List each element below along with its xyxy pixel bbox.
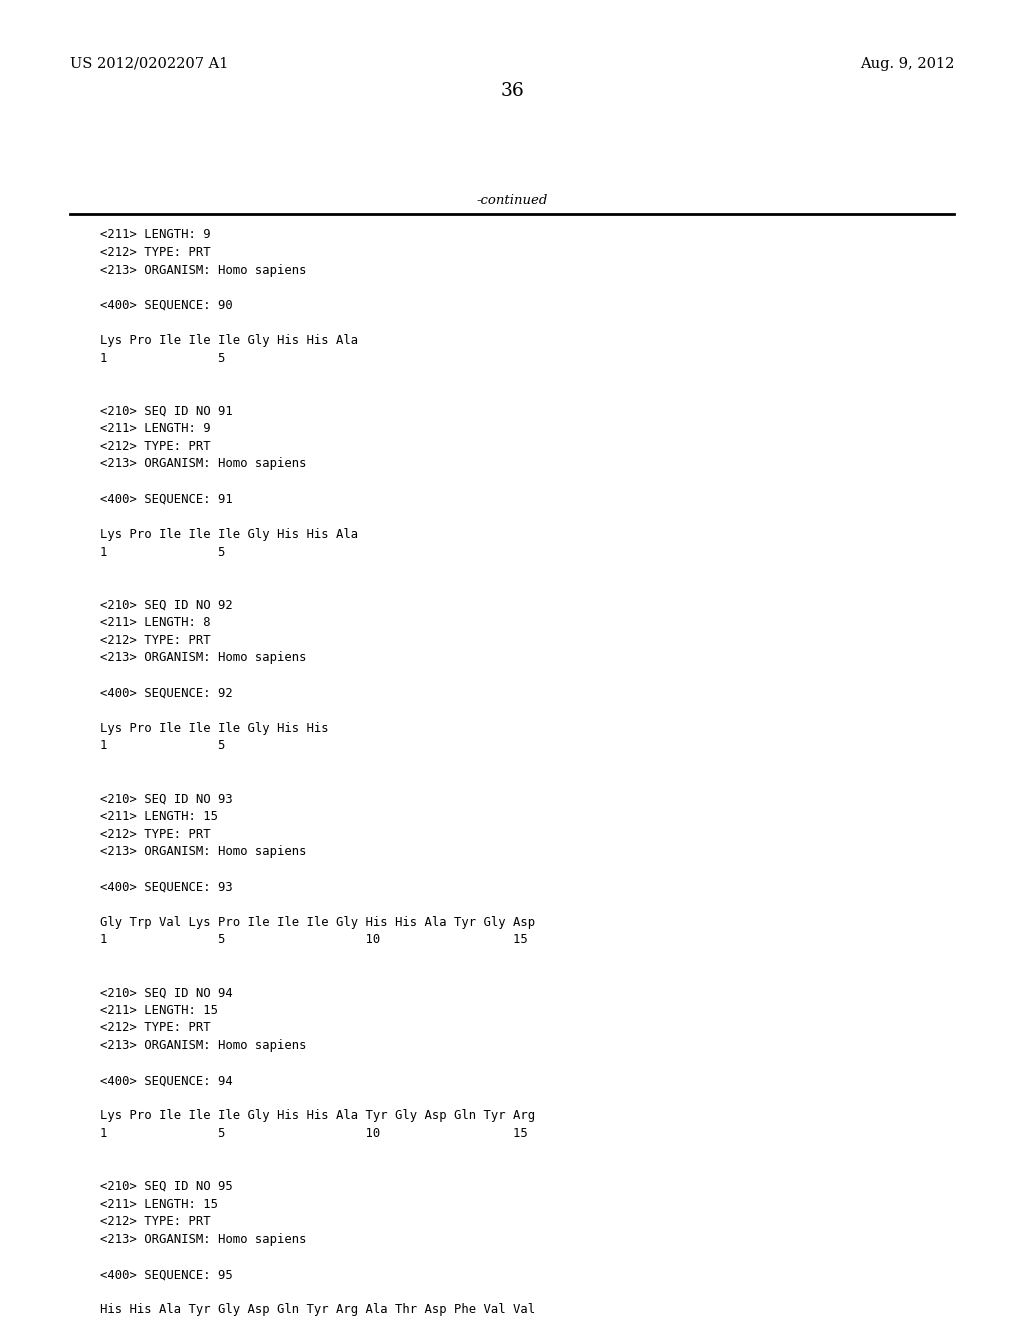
Text: <212> TYPE: PRT: <212> TYPE: PRT bbox=[100, 1216, 211, 1228]
Text: His His Ala Tyr Gly Asp Gln Tyr Arg Ala Thr Asp Phe Val Val: His His Ala Tyr Gly Asp Gln Tyr Arg Ala … bbox=[100, 1303, 536, 1316]
Text: US 2012/0202207 A1: US 2012/0202207 A1 bbox=[70, 57, 228, 71]
Text: <213> ORGANISM: Homo sapiens: <213> ORGANISM: Homo sapiens bbox=[100, 845, 307, 858]
Text: <210> SEQ ID NO 95: <210> SEQ ID NO 95 bbox=[100, 1180, 233, 1193]
Text: <211> LENGTH: 15: <211> LENGTH: 15 bbox=[100, 1197, 218, 1210]
Text: <400> SEQUENCE: 92: <400> SEQUENCE: 92 bbox=[100, 686, 233, 700]
Text: <212> TYPE: PRT: <212> TYPE: PRT bbox=[100, 246, 211, 259]
Text: Gly Trp Val Lys Pro Ile Ile Ile Gly His His Ala Tyr Gly Asp: Gly Trp Val Lys Pro Ile Ile Ile Gly His … bbox=[100, 916, 536, 928]
Text: <211> LENGTH: 9: <211> LENGTH: 9 bbox=[100, 228, 211, 242]
Text: <400> SEQUENCE: 90: <400> SEQUENCE: 90 bbox=[100, 298, 233, 312]
Text: Aug. 9, 2012: Aug. 9, 2012 bbox=[860, 57, 954, 71]
Text: Lys Pro Ile Ile Ile Gly His His Ala Tyr Gly Asp Gln Tyr Arg: Lys Pro Ile Ile Ile Gly His His Ala Tyr … bbox=[100, 1109, 536, 1122]
Text: <210> SEQ ID NO 92: <210> SEQ ID NO 92 bbox=[100, 598, 233, 611]
Text: <210> SEQ ID NO 94: <210> SEQ ID NO 94 bbox=[100, 986, 233, 999]
Text: 1               5: 1 5 bbox=[100, 351, 225, 364]
Text: <213> ORGANISM: Homo sapiens: <213> ORGANISM: Homo sapiens bbox=[100, 264, 307, 277]
Text: <212> TYPE: PRT: <212> TYPE: PRT bbox=[100, 634, 211, 647]
Text: <213> ORGANISM: Homo sapiens: <213> ORGANISM: Homo sapiens bbox=[100, 1233, 307, 1246]
Text: <400> SEQUENCE: 93: <400> SEQUENCE: 93 bbox=[100, 880, 233, 894]
Text: <213> ORGANISM: Homo sapiens: <213> ORGANISM: Homo sapiens bbox=[100, 651, 307, 664]
Text: 1               5: 1 5 bbox=[100, 739, 225, 752]
Text: <212> TYPE: PRT: <212> TYPE: PRT bbox=[100, 440, 211, 453]
Text: 1               5                   10                  15: 1 5 10 15 bbox=[100, 1127, 528, 1140]
Text: <211> LENGTH: 8: <211> LENGTH: 8 bbox=[100, 616, 211, 630]
Text: 1               5                   10                  15: 1 5 10 15 bbox=[100, 933, 528, 946]
Text: <400> SEQUENCE: 94: <400> SEQUENCE: 94 bbox=[100, 1074, 233, 1088]
Text: <400> SEQUENCE: 95: <400> SEQUENCE: 95 bbox=[100, 1269, 233, 1280]
Text: <400> SEQUENCE: 91: <400> SEQUENCE: 91 bbox=[100, 492, 233, 506]
Text: <210> SEQ ID NO 91: <210> SEQ ID NO 91 bbox=[100, 404, 233, 417]
Text: Lys Pro Ile Ile Ile Gly His His: Lys Pro Ile Ile Ile Gly His His bbox=[100, 722, 329, 735]
Text: Lys Pro Ile Ile Ile Gly His His Ala: Lys Pro Ile Ile Ile Gly His His Ala bbox=[100, 334, 358, 347]
Text: <211> LENGTH: 15: <211> LENGTH: 15 bbox=[100, 1003, 218, 1016]
Text: <213> ORGANISM: Homo sapiens: <213> ORGANISM: Homo sapiens bbox=[100, 458, 307, 470]
Text: <211> LENGTH: 15: <211> LENGTH: 15 bbox=[100, 810, 218, 822]
Text: Lys Pro Ile Ile Ile Gly His His Ala: Lys Pro Ile Ile Ile Gly His His Ala bbox=[100, 528, 358, 541]
Text: <212> TYPE: PRT: <212> TYPE: PRT bbox=[100, 828, 211, 841]
Text: <213> ORGANISM: Homo sapiens: <213> ORGANISM: Homo sapiens bbox=[100, 1039, 307, 1052]
Text: 1               5: 1 5 bbox=[100, 545, 225, 558]
Text: <212> TYPE: PRT: <212> TYPE: PRT bbox=[100, 1022, 211, 1035]
Text: <211> LENGTH: 9: <211> LENGTH: 9 bbox=[100, 422, 211, 436]
Text: -continued: -continued bbox=[476, 194, 548, 207]
Text: <210> SEQ ID NO 93: <210> SEQ ID NO 93 bbox=[100, 792, 233, 805]
Text: 36: 36 bbox=[500, 82, 524, 100]
